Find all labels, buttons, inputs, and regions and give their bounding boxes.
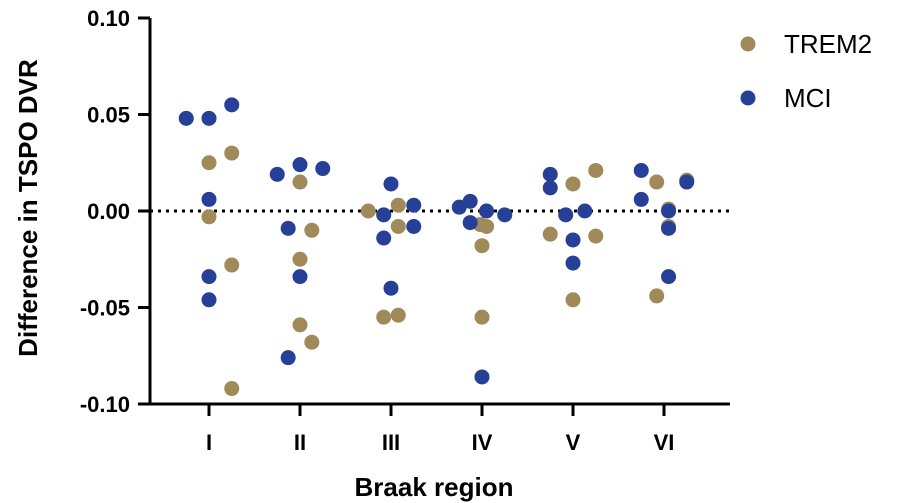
point-trem2 <box>224 381 240 397</box>
point-mci <box>383 280 399 296</box>
y-tick-label: -0.10 <box>80 392 130 417</box>
point-mci <box>406 197 422 213</box>
point-trem2 <box>292 317 308 333</box>
point-mci <box>201 191 217 207</box>
point-trem2 <box>565 292 581 308</box>
point-mci <box>376 207 392 223</box>
point-trem2 <box>224 145 240 161</box>
point-mci <box>633 162 649 178</box>
point-mci <box>479 203 495 219</box>
point-mci <box>280 220 296 236</box>
point-mci <box>201 292 217 308</box>
point-mci <box>679 174 695 190</box>
point-mci <box>201 269 217 285</box>
point-mci <box>542 180 558 196</box>
y-axis-title: Difference in TSPO DVR <box>13 59 43 357</box>
point-mci <box>558 207 574 223</box>
legend-label-mci: MCI <box>784 83 832 113</box>
x-tick-label: V <box>566 430 581 455</box>
point-trem2 <box>360 203 376 219</box>
point-mci <box>376 230 392 246</box>
point-trem2 <box>588 228 604 244</box>
point-trem2 <box>588 162 604 178</box>
x-tick-label: VI <box>654 430 675 455</box>
y-tick-label: 0.05 <box>87 103 130 128</box>
point-mci <box>178 110 194 126</box>
point-mci <box>315 161 331 177</box>
point-mci <box>383 176 399 192</box>
point-trem2 <box>390 197 406 213</box>
y-tick-label: 0.00 <box>87 199 130 224</box>
point-mci <box>269 166 285 182</box>
point-mci <box>565 232 581 248</box>
point-mci <box>224 97 240 113</box>
legend-label-trem2: TREM2 <box>784 29 872 59</box>
point-trem2 <box>474 309 490 325</box>
point-mci <box>661 203 677 219</box>
point-trem2 <box>479 218 495 234</box>
legend-marker-mci <box>740 90 756 106</box>
point-trem2 <box>292 174 308 190</box>
point-trem2 <box>474 238 490 254</box>
y-tick-label: -0.05 <box>80 296 130 321</box>
legend-marker-trem2 <box>740 36 756 52</box>
point-mci <box>406 218 422 234</box>
point-mci <box>280 350 296 366</box>
point-trem2 <box>390 218 406 234</box>
point-mci <box>542 166 558 182</box>
point-trem2 <box>376 309 392 325</box>
point-trem2 <box>304 222 320 238</box>
legend: TREM2 MCI <box>740 29 872 113</box>
x-tick-label: I <box>206 430 212 455</box>
point-trem2 <box>542 226 558 242</box>
point-mci <box>661 269 677 285</box>
point-mci <box>462 215 478 231</box>
point-trem2 <box>224 257 240 273</box>
axes: -0.10-0.050.000.050.10I II III IV V VI <box>80 6 730 455</box>
point-mci <box>577 203 593 219</box>
point-mci <box>661 220 677 236</box>
point-mci <box>474 369 490 385</box>
data-points <box>178 97 695 397</box>
x-tick-label: II <box>294 430 306 455</box>
point-trem2 <box>649 174 665 190</box>
x-tick-label: IV <box>472 430 493 455</box>
point-mci <box>565 255 581 271</box>
point-trem2 <box>304 334 320 350</box>
y-tick-label: 0.10 <box>87 6 130 31</box>
point-trem2 <box>390 307 406 323</box>
point-mci <box>633 191 649 207</box>
point-trem2 <box>649 288 665 304</box>
point-trem2 <box>292 251 308 267</box>
point-mci <box>497 207 513 223</box>
x-axis-title: Braak region <box>355 472 514 502</box>
point-trem2 <box>201 209 217 225</box>
point-mci <box>201 110 217 126</box>
point-mci <box>462 193 478 209</box>
point-mci <box>292 157 308 173</box>
point-trem2 <box>201 155 217 171</box>
point-mci <box>292 269 308 285</box>
point-trem2 <box>565 176 581 192</box>
x-tick-label: III <box>382 430 400 455</box>
